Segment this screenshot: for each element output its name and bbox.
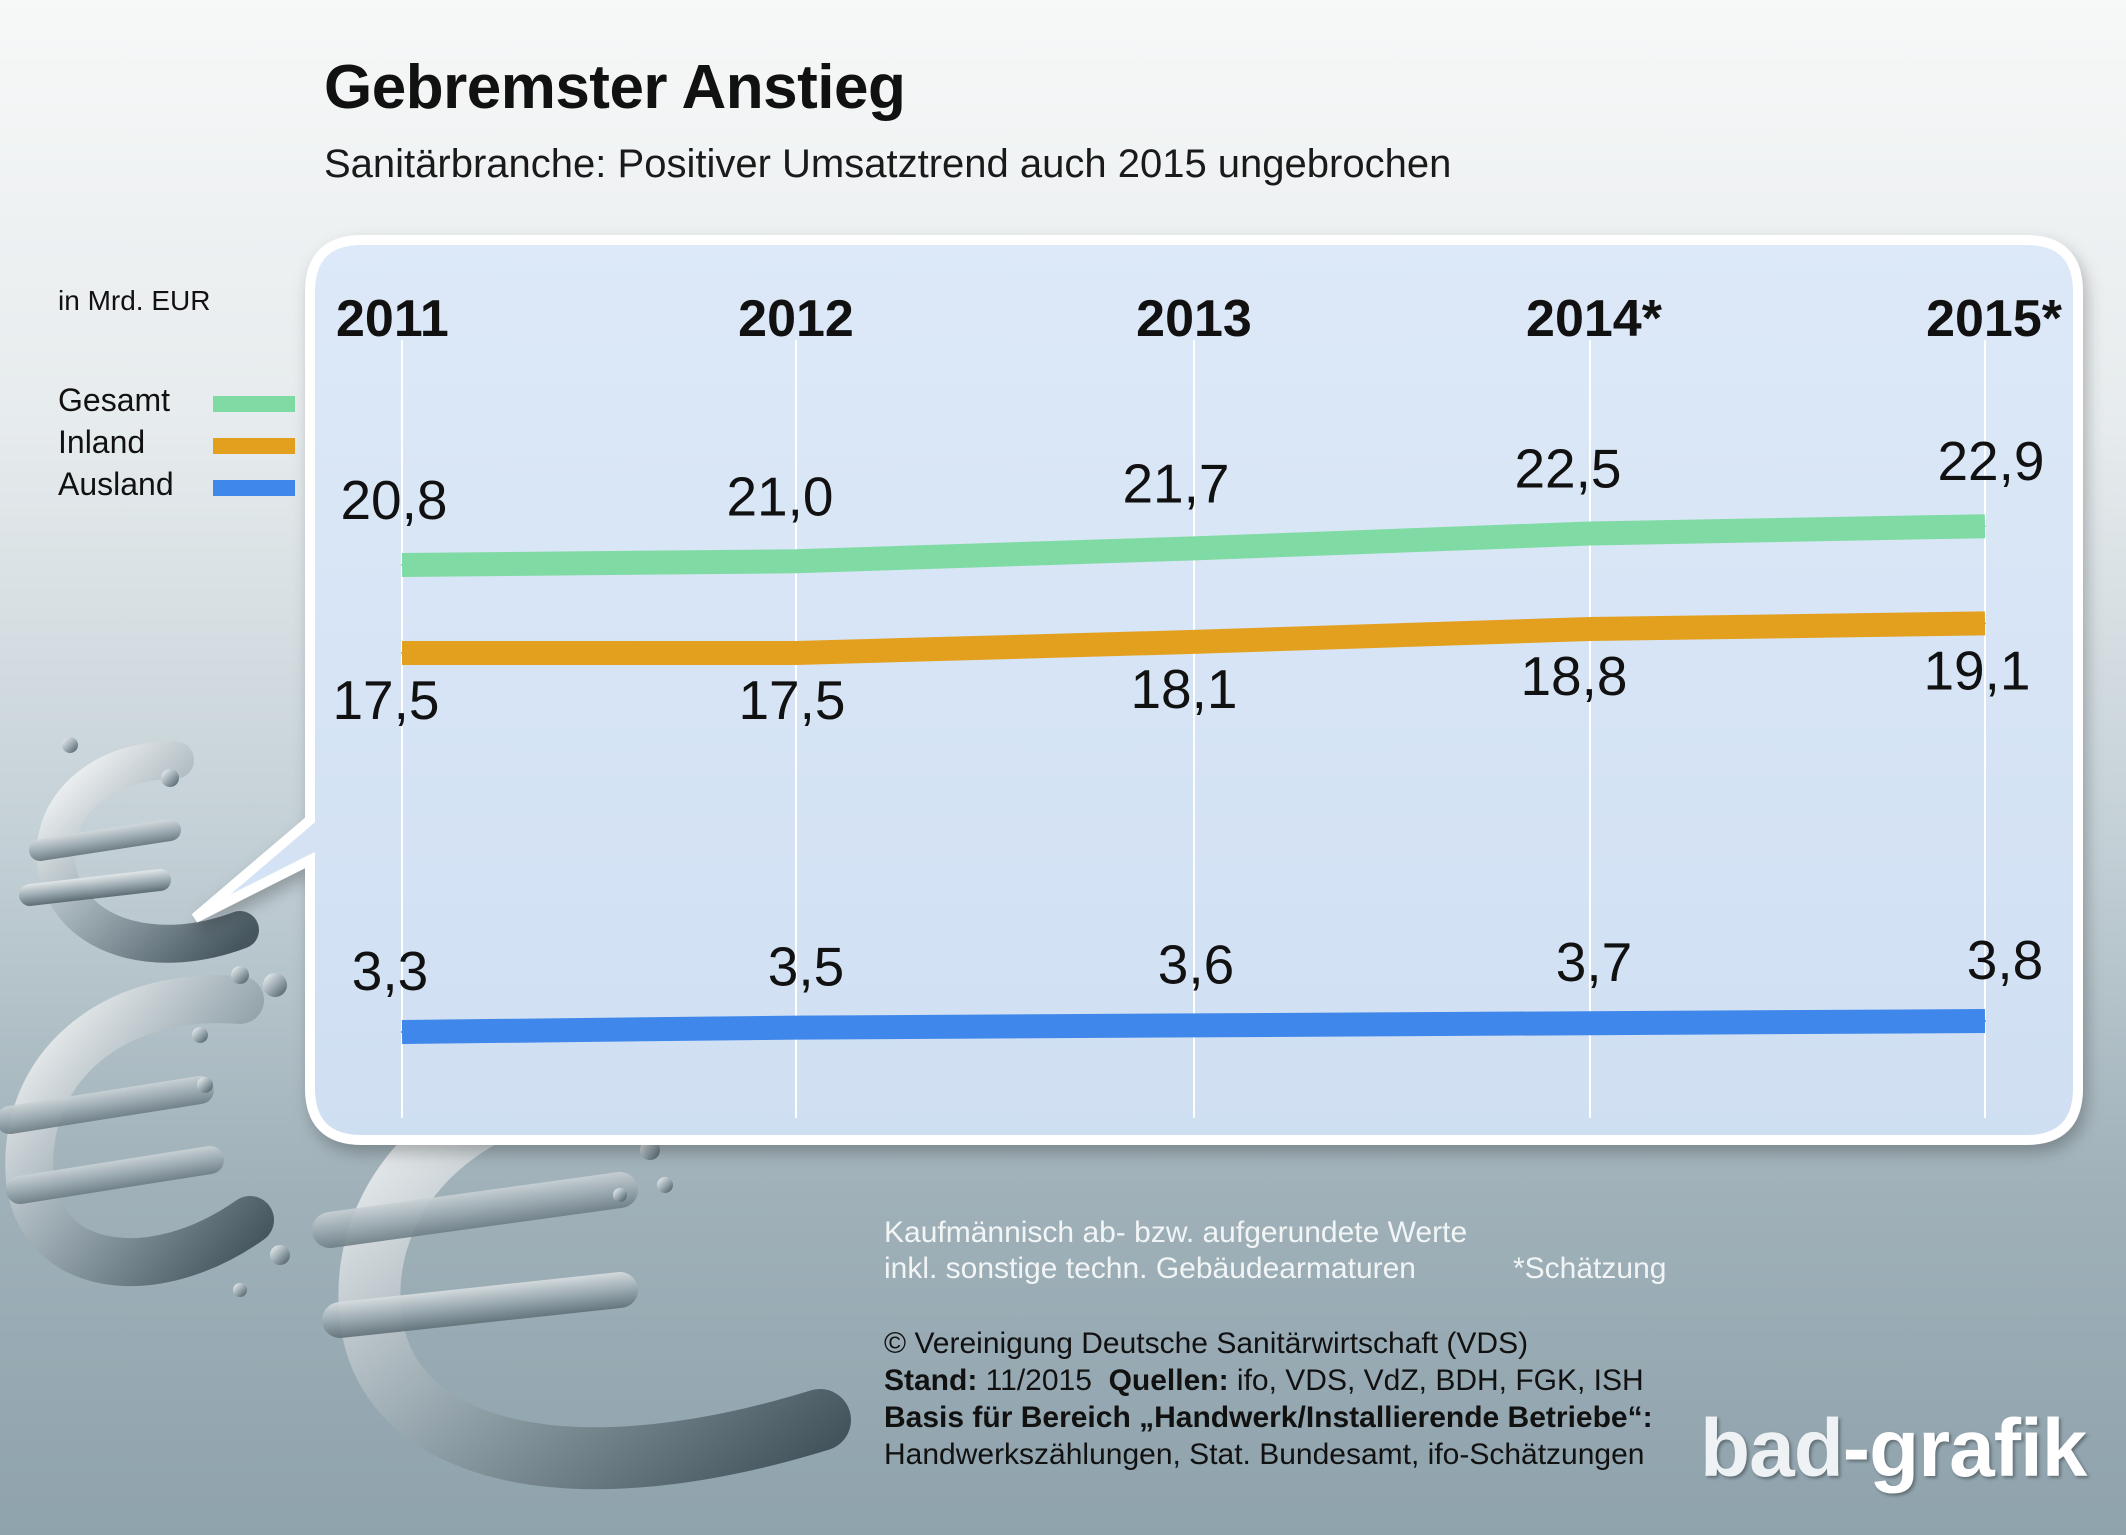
- legend-swatch-inland: [213, 438, 295, 454]
- x-tick-label: 2014*: [1526, 290, 1663, 348]
- data-point-gesamt: [1193, 547, 1195, 550]
- legend-label: Gesamt: [58, 382, 171, 418]
- legend-item-ausland: Ausland: [58, 466, 298, 508]
- data-point-ausland: [1984, 1020, 1986, 1022]
- data-point-ausland: [1589, 1022, 1591, 1025]
- data-point-gesamt: [401, 564, 403, 566]
- data-label-ausland: 3,5: [768, 936, 844, 998]
- data-point-gesamt: [1589, 532, 1591, 535]
- data-point-inland: [1984, 622, 1986, 625]
- grid-lines: [401, 340, 1986, 1118]
- data-label-inland: 19,1: [1923, 639, 2030, 701]
- source-stand-line: Stand: 11/2015 Quellen: ifo, VDS, VdZ, B…: [884, 1362, 1653, 1399]
- legend-swatch-gesamt: [213, 396, 295, 412]
- logo-part-bad: bad: [1700, 1403, 1844, 1494]
- stand-value: 11/2015: [985, 1364, 1092, 1397]
- source-copyright: © Vereinigung Deutsche Sanitärwirtschaft…: [884, 1327, 1529, 1360]
- data-point-ausland: [1193, 1024, 1195, 1027]
- value-labels: 20,8 21,0 21,7 22,5 22,9 17,5 17,5 18,1 18,8 19,1…: [332, 430, 2044, 1002]
- stand-label: Stand:: [884, 1364, 978, 1397]
- chart-panel: [191, 235, 2083, 1145]
- data-label-inland: 18,1: [1130, 658, 1237, 720]
- data-point-inland: [1193, 640, 1195, 643]
- legend-item-gesamt: Gesamt: [58, 382, 298, 424]
- chart-subtitle: Sanitärbranche: Positiver Umsatztrend au…: [324, 142, 1452, 186]
- unit-label: in Mrd. EUR: [58, 285, 211, 316]
- data-point-inland: [1589, 627, 1591, 630]
- note-estimate: *Schätzung: [1513, 1252, 1667, 1285]
- data-point-gesamt: [795, 560, 797, 563]
- data-label-ausland: 3,8: [1967, 929, 2043, 991]
- legend: Gesamt Inland Ausland: [58, 382, 298, 508]
- x-tick-label: 2015*: [1926, 290, 2063, 348]
- data-point-gesamt: [1984, 525, 1986, 528]
- note-fittings: inkl. sonstige techn. Gebäudearmaturen: [884, 1252, 1416, 1285]
- basis-label: Basis für Bereich „Handwerk/Installieren…: [884, 1401, 1653, 1434]
- legend-label: Inland: [58, 424, 146, 460]
- data-point-inland: [795, 652, 797, 654]
- data-point-ausland: [795, 1026, 797, 1029]
- quellen-value: ifo, VDS, VdZ, BDH, FGK, ISH: [1236, 1364, 1644, 1397]
- data-label-gesamt: 22,9: [1937, 430, 2044, 492]
- legend-swatch-ausland: [213, 480, 295, 496]
- series-line-ausland: [401, 1009, 1986, 1044]
- x-tick-label: 2012: [738, 290, 854, 348]
- year-labels: 2011 2012 2013 2014* 2015*: [336, 290, 2063, 348]
- x-tick-label: 2013: [1136, 290, 1252, 348]
- legend-item-inland: Inland: [58, 424, 298, 466]
- logo-part-grafik: -grafik: [1842, 1403, 2088, 1494]
- data-label-gesamt: 22,5: [1514, 438, 1621, 500]
- data-label-gesamt: 21,0: [726, 465, 833, 527]
- data-label-inland: 18,8: [1520, 645, 1627, 707]
- data-label-inland: 17,5: [738, 669, 845, 731]
- data-label-ausland: 3,7: [1556, 931, 1632, 993]
- data-label-gesamt: 21,7: [1122, 452, 1229, 514]
- data-point-ausland: [401, 1031, 403, 1033]
- data-label-inland: 17,5: [332, 669, 439, 731]
- data-label-gesamt: 20,8: [340, 469, 447, 531]
- chart-title: Gebremster Anstieg: [324, 53, 906, 122]
- quellen-label: Quellen:: [1108, 1364, 1229, 1397]
- bad-grafik-logo: bad-grafik: [1700, 1402, 2088, 1496]
- source-block: © Vereinigung Deutsche Sanitärwirtschaft…: [884, 1325, 1653, 1473]
- data-label-ausland: 3,3: [352, 940, 428, 1002]
- basis-value: Handwerkszählungen, Stat. Bundesamt, ifo…: [884, 1438, 1645, 1471]
- legend-label: Ausland: [58, 466, 174, 502]
- note-rounded-values: Kaufmännisch ab- bzw. aufgerundete Werte: [884, 1216, 1468, 1249]
- data-label-ausland: 3,6: [1158, 933, 1234, 995]
- x-tick-label: 2011: [336, 290, 449, 348]
- series-lines: [401, 514, 1986, 1044]
- data-point-inland: [401, 652, 403, 654]
